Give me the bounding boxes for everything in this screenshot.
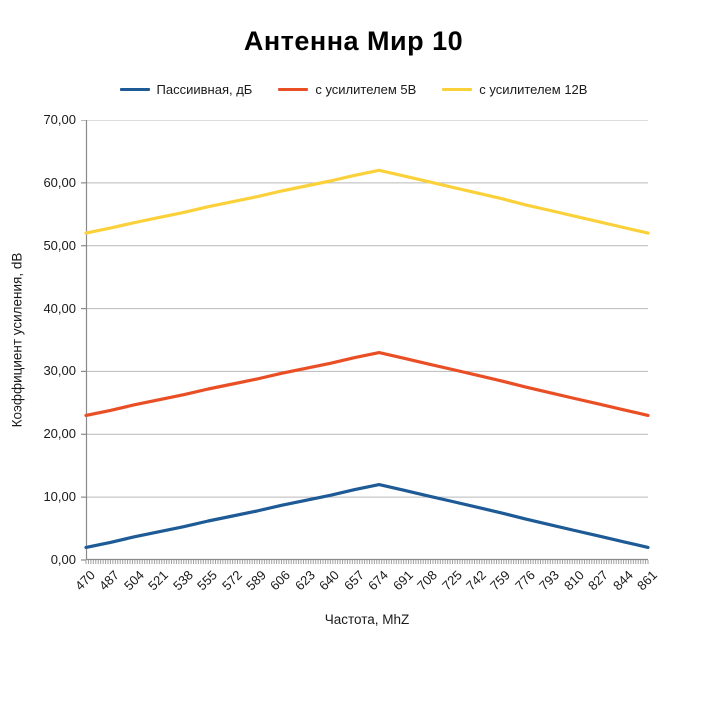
- chart-title: Антенна Мир 10: [243, 26, 464, 56]
- legend-label: с усилителем 5В: [315, 82, 417, 97]
- series-line-2: [84, 168, 650, 235]
- series-line-1: [84, 351, 650, 417]
- legend-item-amp5: с усилителем 5В: [278, 82, 416, 97]
- legend-item-amp12: с усилителем 12В: [442, 82, 587, 97]
- plot-area: [81, 120, 650, 564]
- legend-item-passive: Пассиивная, дБ: [119, 82, 253, 97]
- series-line-0: [84, 483, 650, 549]
- y-tick-label: 20,00: [43, 426, 76, 442]
- legend-line-icon: [442, 87, 473, 92]
- legend-label: с усилителем 12В: [479, 82, 588, 97]
- x-axis-title: Частота, MhZ: [324, 612, 410, 627]
- y-tick-label: 50,00: [43, 237, 76, 253]
- y-tick-label: 30,00: [43, 363, 76, 379]
- y-tick-label: 40,00: [43, 300, 76, 316]
- legend-label: Пассиивная, дБ: [156, 82, 253, 97]
- y-tick-label: 70,00: [43, 112, 76, 127]
- legend: Пассиивная, дБ с усилителем 5В с усилите…: [0, 82, 707, 97]
- legend-line-icon: [119, 87, 150, 92]
- legend-line-icon: [278, 87, 309, 92]
- y-tick-label: 60,00: [43, 174, 76, 190]
- y-tick-label: 0,00: [50, 552, 76, 567]
- y-tick-label: 10,00: [43, 489, 76, 505]
- y-axis-title: Коэффициент усиления, dB: [9, 252, 25, 428]
